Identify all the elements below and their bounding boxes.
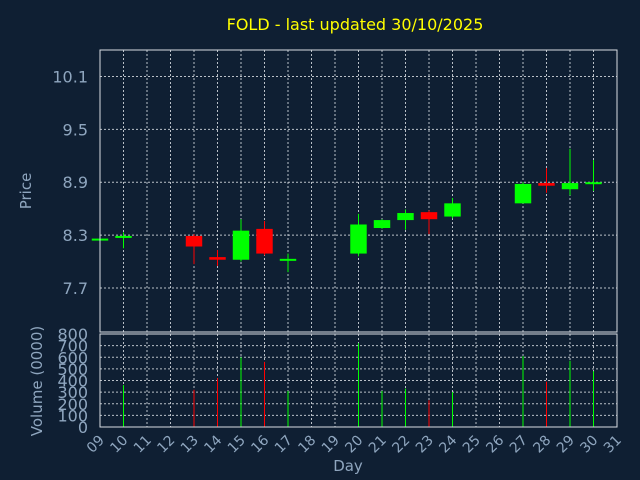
volume-bars	[123, 343, 594, 427]
candle-body	[397, 213, 414, 221]
price-y-tick-label: 8.9	[63, 173, 88, 192]
price-candles	[91, 148, 602, 273]
candle-body	[420, 212, 438, 220]
price-y-tick-label: 8.3	[63, 226, 88, 245]
volume-y-tick-label: 0	[78, 418, 88, 437]
volume-y-tick-label: 600	[57, 348, 88, 367]
volume-plot-frame	[99, 333, 618, 428]
candle-body	[350, 224, 367, 254]
chart-title: FOLD - last updated 30/10/2025	[227, 15, 484, 34]
candle-body	[538, 183, 555, 186]
candle-body	[279, 258, 297, 261]
candle-body	[373, 220, 391, 229]
price-plot-frame	[99, 49, 618, 333]
candle-body	[115, 235, 132, 238]
volume-y-tick-label: 500	[57, 360, 88, 379]
price-y-tick-label: 10.1	[52, 67, 88, 86]
volume-y-tick-label: 200	[57, 395, 88, 414]
volume-y-tick-label: 300	[57, 383, 88, 402]
volume-y-tick-label: 700	[57, 337, 88, 356]
candle-body	[561, 183, 579, 190]
price-axis-label: Price	[17, 173, 35, 210]
candle-body	[256, 228, 273, 254]
volume-y-tick-label: 800	[57, 325, 88, 344]
candle-body	[209, 257, 226, 260]
candle-body	[585, 182, 602, 185]
volume-y-tick-label: 100	[57, 406, 88, 425]
price-y-tick-label: 7.7	[63, 279, 88, 298]
candle-body	[185, 235, 203, 247]
candle-body	[444, 203, 461, 217]
volume-axis-label: Volume (0000)	[28, 326, 46, 436]
price-y-ticks: 7.7 8.3 8.9 9.5 10.1	[52, 67, 88, 298]
candle-body	[232, 230, 250, 260]
x-axis-label: Day	[333, 457, 363, 475]
x-ticks: 09 10 11 12 13 14 15 16 17 18 19 20 21 22 23 24 25 26 27 28…	[84, 432, 625, 456]
volume-y-tick-label: 400	[57, 372, 88, 391]
price-y-tick-label: 9.5	[63, 120, 88, 139]
candle-body	[514, 183, 532, 204]
